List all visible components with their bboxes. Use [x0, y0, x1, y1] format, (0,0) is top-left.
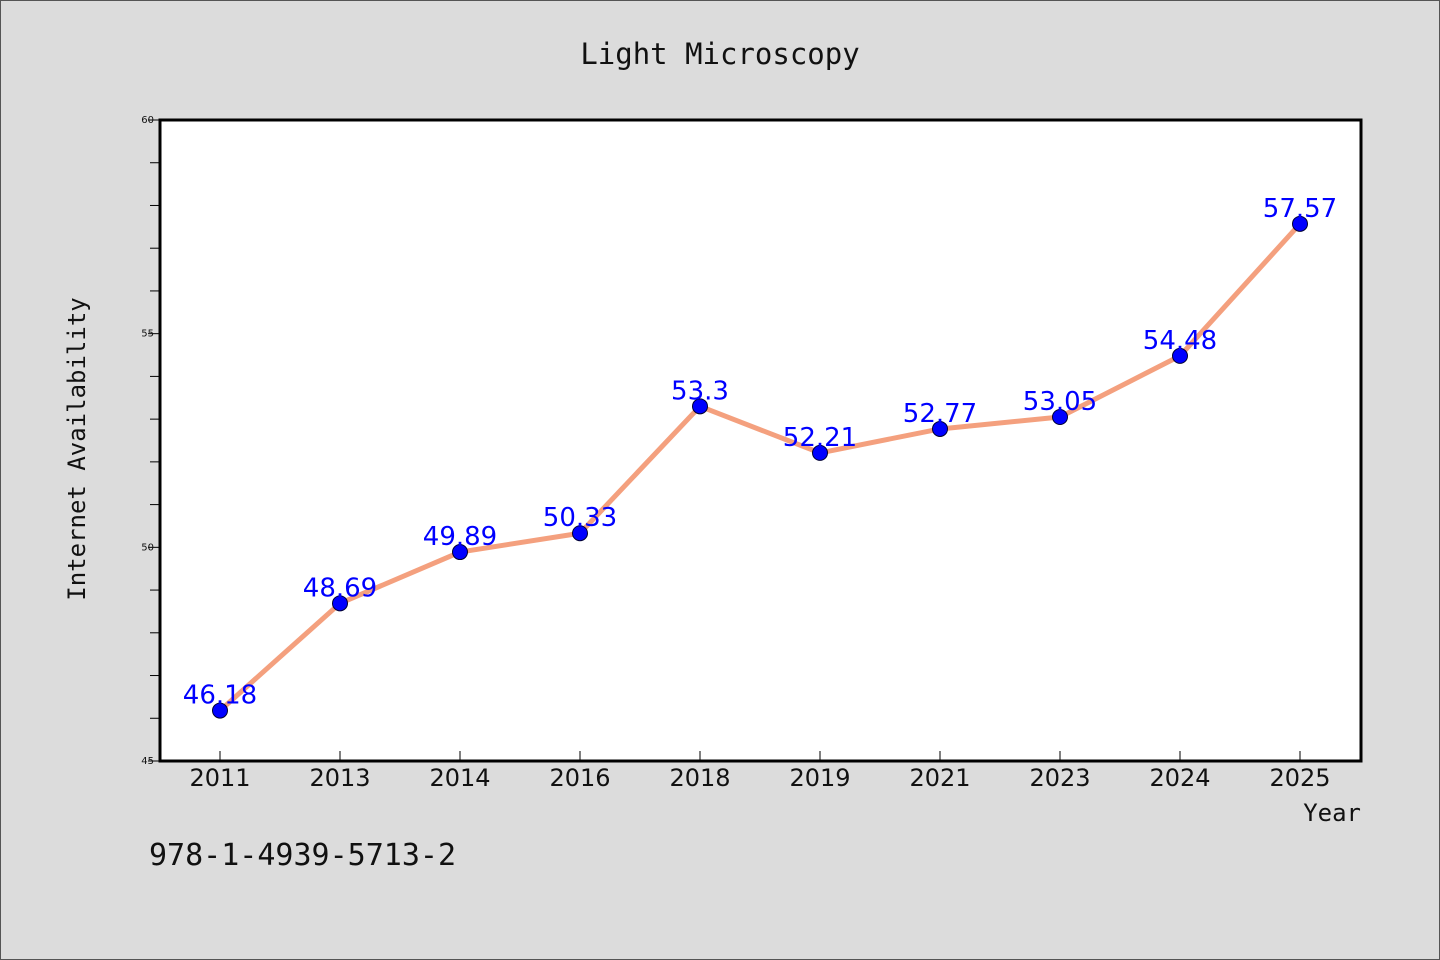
y-tick-label: 45: [141, 756, 154, 767]
x-tick-label: 2016: [549, 764, 610, 792]
y-tick-label: 55: [141, 329, 154, 340]
data-point: [1052, 408, 1068, 425]
data-point: [332, 595, 348, 612]
x-tick-label: 2024: [1149, 764, 1210, 792]
footer-isbn: 978-1-4939-5713-2: [149, 838, 456, 873]
x-axis-label: Year: [1303, 799, 1361, 827]
data-label: 46.18: [183, 681, 257, 711]
x-tick-label: 2025: [1269, 764, 1330, 792]
series-line: [217, 221, 1303, 714]
data-label: 57.57: [1263, 194, 1337, 224]
data-label: 52.21: [783, 423, 857, 453]
x-tick-label: 2021: [909, 764, 970, 792]
x-tick-label: 2013: [309, 764, 370, 792]
x-tick-label: 2023: [1029, 764, 1090, 792]
data-label: 54.48: [1143, 326, 1217, 356]
x-axis: 2011 2013 2014 2016 2018 2019 2021 2023 2024 2025: [189, 751, 1331, 792]
plot-area: [158, 118, 1363, 763]
x-tick-label: 2014: [429, 764, 490, 792]
y-tick-label: 60: [141, 115, 154, 126]
data-label: 53.3: [671, 376, 729, 406]
data-label: 49.89: [423, 522, 497, 552]
data-label: 53.05: [1023, 387, 1097, 417]
data-point: [692, 398, 708, 415]
data-point: [452, 544, 468, 561]
x-tick-label: 2019: [789, 764, 850, 792]
y-axis-label: Internet Availability: [63, 297, 91, 600]
data-point: [812, 444, 828, 461]
series-1: 46.18 48.69 49.89 50.33 53.3 52.21 52.77 53.05 5…: [183, 194, 1337, 719]
data-label: 48.69: [303, 573, 377, 603]
x-tick-label: 2011: [189, 764, 250, 792]
data-point: [1172, 347, 1188, 364]
chart-title: Light Microscopy: [580, 37, 859, 71]
data-label: 52.77: [903, 399, 977, 429]
data-point: [932, 420, 948, 437]
y-tick-label: 50: [141, 542, 154, 553]
data-point: [1292, 215, 1308, 232]
data-point: [572, 525, 588, 542]
x-tick-label: 2018: [669, 764, 730, 792]
y-axis: 45 50 55 60: [141, 115, 160, 767]
data-point: [212, 702, 228, 719]
data-label: 50.33: [543, 503, 617, 533]
